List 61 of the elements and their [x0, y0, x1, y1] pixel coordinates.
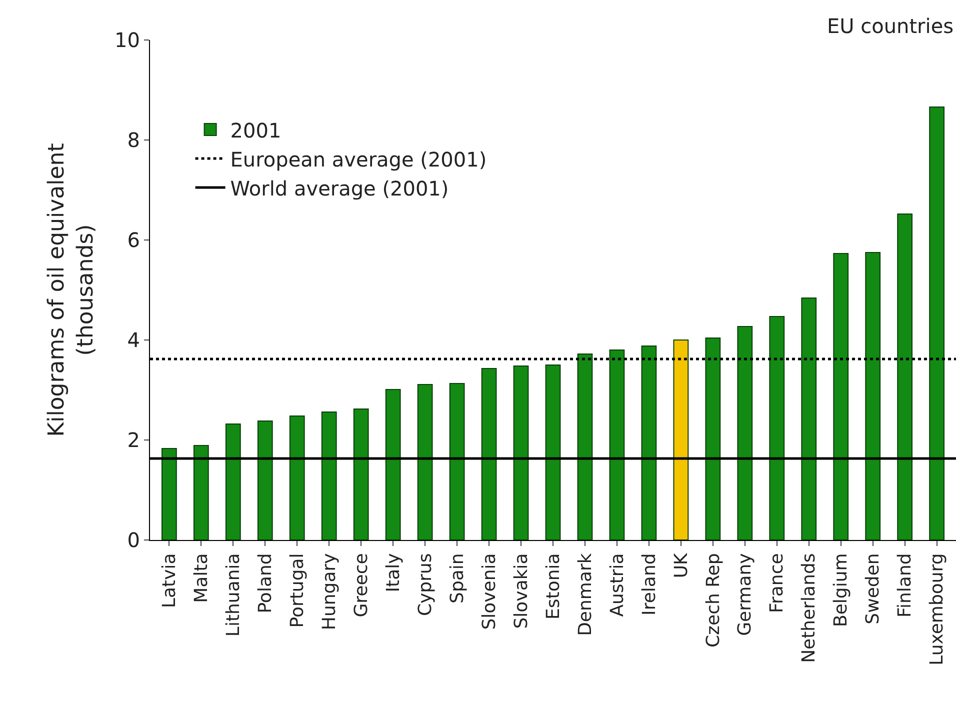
bar — [577, 354, 593, 540]
bar — [353, 408, 369, 540]
x-tick-label: UK — [670, 552, 692, 578]
y-tick-label: 8 — [127, 128, 140, 152]
x-tick-label: Slovenia — [478, 553, 500, 630]
x-tick-label: Denmark — [574, 552, 596, 636]
x-tick-label: Latvia — [159, 553, 180, 608]
bar — [673, 340, 689, 540]
bar — [449, 383, 465, 540]
bar — [385, 389, 401, 540]
bar — [161, 448, 177, 540]
x-tick-label: Malta — [191, 553, 212, 603]
x-tick-label: Belgium — [830, 553, 852, 627]
x-tick-label: Finland — [894, 553, 916, 618]
legend-label: World average (2001) — [230, 176, 449, 200]
x-tick-label: France — [766, 553, 788, 614]
legend-label: 2001 — [230, 118, 282, 142]
x-tick-label: Sweden — [862, 553, 884, 624]
x-tick-label: Luxembourg — [926, 553, 948, 666]
x-tick-label: Slovakia — [510, 553, 532, 629]
bar — [929, 106, 945, 540]
x-tick-label: Estonia — [542, 553, 564, 620]
x-tick-label: Cyprus — [414, 553, 436, 616]
bar — [833, 253, 849, 540]
text: EU countries — [827, 14, 954, 38]
bar — [193, 445, 209, 540]
bar — [289, 416, 305, 540]
x-tick-label: Lithuania — [223, 553, 244, 637]
y-axis-title: Kilograms of oil equivalent (thousands) — [44, 142, 98, 437]
x-tick-label: Portugal — [286, 553, 308, 628]
x-tick-label: Hungary — [318, 552, 340, 630]
x-tick-label: Germany — [734, 552, 756, 636]
bar — [897, 214, 913, 540]
bar — [641, 346, 657, 540]
bar — [737, 326, 753, 540]
y-tick-label: 0 — [127, 528, 140, 552]
x-tick-label: Poland — [254, 553, 276, 614]
bar — [865, 252, 881, 540]
x-tick-label: Italy — [382, 552, 404, 592]
x-tick-label: Spain — [446, 553, 468, 604]
bar — [705, 338, 721, 540]
legend-label: European average (2001) — [230, 147, 487, 172]
bar — [545, 364, 561, 540]
bar — [321, 412, 337, 540]
y-tick-label: 6 — [127, 228, 140, 252]
bar — [225, 424, 241, 540]
bar — [609, 350, 625, 540]
y-tick-label: 4 — [127, 328, 140, 352]
bar — [801, 298, 817, 540]
bar — [769, 316, 785, 540]
y-tick-label: 2 — [127, 428, 140, 452]
y-tick-label: 10 — [114, 28, 140, 52]
x-tick-label: Greece — [350, 553, 372, 618]
bar — [513, 366, 529, 540]
bar — [481, 368, 497, 540]
x-tick-label: Czech Rep — [702, 553, 724, 648]
x-tick-label: Austria — [606, 553, 628, 617]
bar — [417, 384, 433, 540]
x-tick-label: Netherlands — [798, 553, 820, 663]
bar — [257, 420, 273, 540]
x-tick-label: Ireland — [638, 553, 660, 616]
